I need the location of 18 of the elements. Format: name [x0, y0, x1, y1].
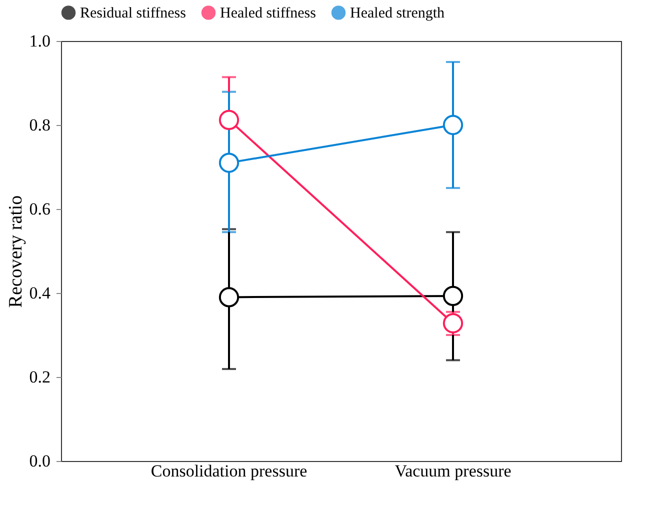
x-tick-label: Consolidation pressure [150, 462, 308, 480]
y-tick-label: 0.0 [29, 452, 50, 470]
y-tick-label: 0.8 [29, 116, 50, 134]
point [218, 287, 240, 308]
y-tick-label: 1.0 [29, 32, 50, 50]
y-axis-title: Recovery ratio [5, 195, 26, 308]
point [218, 152, 240, 173]
point [442, 114, 464, 136]
legend-label: Healed stiffness [220, 6, 316, 22]
y-tick-label: 0.6 [29, 200, 50, 218]
point [218, 110, 240, 130]
y-tick-label: 0.4 [29, 284, 51, 302]
point [442, 286, 464, 306]
legend-label: Residual stiffness [80, 6, 186, 22]
legend-label: Healed strength [350, 6, 446, 22]
y-tick-label: 0.2 [29, 368, 50, 386]
x-tick-label: Vacuum pressure [394, 462, 512, 480]
point [442, 313, 464, 334]
